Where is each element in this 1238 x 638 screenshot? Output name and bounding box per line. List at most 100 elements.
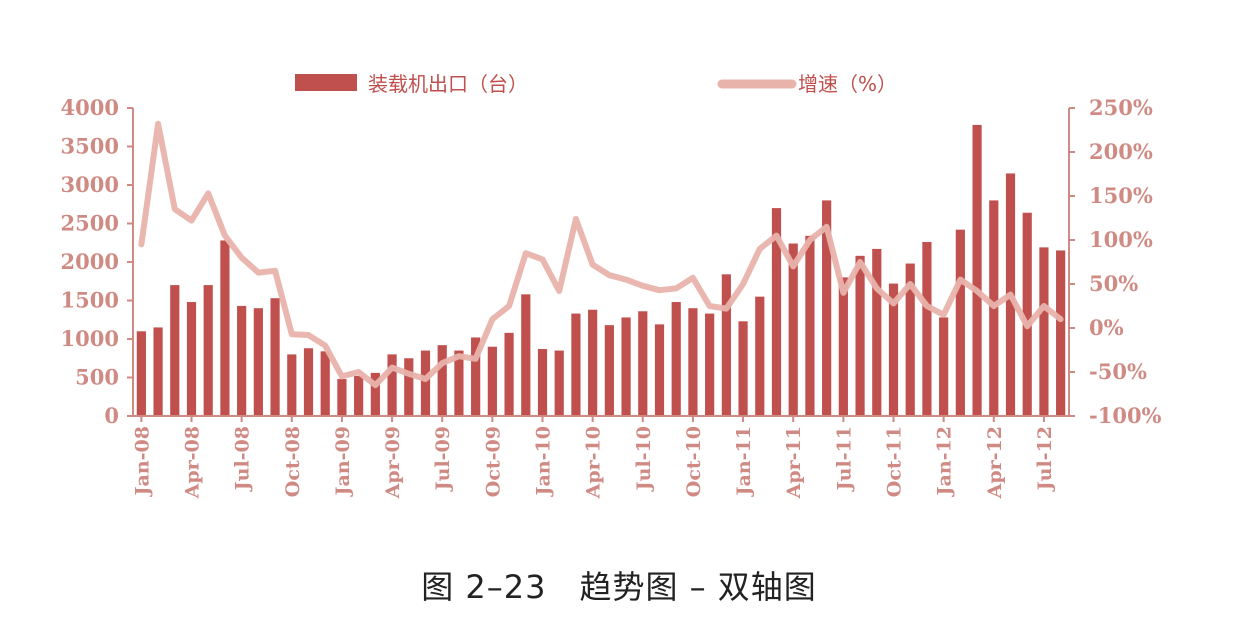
x-tick-label: Apr-12 xyxy=(984,426,1006,499)
bar-Dec-10 xyxy=(721,274,731,416)
bar-Jun-08 xyxy=(220,240,230,416)
bar-Jul-12 xyxy=(1039,247,1049,416)
left-tick-label: 3000 xyxy=(61,172,119,197)
legend-bar-label: 装载机出口（台） xyxy=(368,72,528,96)
right-tick-label: 50% xyxy=(1089,271,1138,296)
x-tick-label: Jan-08 xyxy=(131,426,153,497)
bar-Nov-09 xyxy=(504,332,514,416)
growth-line xyxy=(138,120,1064,389)
bar-Dec-08 xyxy=(320,351,330,416)
bar-Jul-09 xyxy=(437,345,447,416)
bar-Jul-10 xyxy=(638,311,648,416)
bar-Feb-12 xyxy=(955,229,965,416)
x-tick-label: Apr-11 xyxy=(783,426,805,499)
bar-Jan-10 xyxy=(537,349,548,416)
left-tick-label: 1500 xyxy=(61,288,119,313)
x-tick-label: Jan-10 xyxy=(533,426,555,497)
bar-Mar-11 xyxy=(771,208,782,416)
bar-Jun-12 xyxy=(1022,212,1032,416)
legend-line-label: 增速（%） xyxy=(798,72,897,96)
right-tick-label: 200% xyxy=(1089,139,1153,164)
bar-Aug-10 xyxy=(654,324,665,416)
x-tick-label: Jan-11 xyxy=(733,426,755,497)
x-tick-label: Jan-09 xyxy=(332,426,354,497)
bar-Oct-11 xyxy=(888,283,899,416)
x-tick-label: Jul-09 xyxy=(432,426,454,492)
bar-Oct-09 xyxy=(487,346,497,416)
bar-Oct-08 xyxy=(287,354,297,416)
bar-Mar-08 xyxy=(170,285,180,416)
left-tick-label: 2000 xyxy=(61,249,119,274)
right-tick-label: 0% xyxy=(1089,315,1124,340)
x-tick-label: Oct-09 xyxy=(482,426,504,497)
bar-Dec-09 xyxy=(521,294,531,416)
bar-Jul-11 xyxy=(838,277,848,416)
bar-Nov-11 xyxy=(905,263,915,416)
x-axis: Jan-08 Apr-08 Jul-08 Oct-08 Jan-09 Apr-09 Jul-… xyxy=(131,415,1069,499)
x-tick-label: Jul-11 xyxy=(833,426,855,492)
bar-Feb-08 xyxy=(153,327,163,416)
bar-Sep-10 xyxy=(671,302,681,416)
bar-Jan-09 xyxy=(337,379,347,416)
x-tick-label: Apr-10 xyxy=(583,426,605,499)
right-tick-label: 150% xyxy=(1089,183,1153,208)
x-tick-label: Oct-11 xyxy=(884,426,906,497)
left-tick-label: 0 xyxy=(104,403,119,428)
bar-Apr-10 xyxy=(588,309,598,416)
bar-May-09 xyxy=(404,358,414,416)
x-tick-label: Apr-09 xyxy=(382,426,404,499)
dual-axis-chart: 装载机出口（台） 增速（%） 0 500 1000 1500 2000 2500 3000 3… xyxy=(61,72,1162,499)
x-tick-label: Jul-08 xyxy=(232,426,254,492)
right-tick-label: 100% xyxy=(1089,227,1153,252)
left-tick-label: 3500 xyxy=(61,134,119,159)
bar-May-10 xyxy=(604,325,614,416)
x-tick-label: Jul-10 xyxy=(633,426,655,492)
bar-Sep-11 xyxy=(872,248,882,416)
legend: 装载机出口（台） 增速（%） xyxy=(295,72,897,96)
x-tick-label: Oct-10 xyxy=(683,426,705,497)
bar-Oct-10 xyxy=(688,308,698,416)
bar-Feb-10 xyxy=(554,350,564,416)
left-tick-label: 2500 xyxy=(61,211,119,236)
bar-series xyxy=(136,124,1066,416)
bar-Mar-12 xyxy=(972,124,982,416)
bar-Nov-08 xyxy=(303,348,314,416)
x-tick-label: Apr-08 xyxy=(182,426,204,499)
bar-Sep-09 xyxy=(471,337,481,416)
bar-Nov-10 xyxy=(705,313,715,416)
bar-Jul-08 xyxy=(237,305,247,416)
left-tick-label: 4000 xyxy=(61,95,119,120)
bar-Apr-09 xyxy=(387,354,397,416)
bar-Feb-09 xyxy=(354,375,364,416)
bar-May-11 xyxy=(805,235,815,416)
bar-Dec-11 xyxy=(922,241,932,416)
bar-Apr-11 xyxy=(788,243,798,416)
x-tick-label: Jan-12 xyxy=(934,426,956,497)
bar-Jan-11 xyxy=(738,321,748,416)
bar-Jun-10 xyxy=(621,317,631,416)
bar-Mar-09 xyxy=(370,372,380,416)
right-tick-label: -100% xyxy=(1089,403,1162,428)
right-tick-label: 250% xyxy=(1089,95,1153,120)
bar-Sep-08 xyxy=(270,298,280,416)
right-y-axis: -100% -50% 0% 50% 100% 150% 200% 250% xyxy=(1068,95,1162,428)
bar-Jun-09 xyxy=(420,350,431,416)
bar-Jan-08 xyxy=(136,331,146,416)
bar-Aug-11 xyxy=(855,255,865,416)
bar-Aug-08 xyxy=(253,308,263,416)
bar-Aug-12 xyxy=(1056,250,1066,416)
bar-May-08 xyxy=(203,285,213,416)
bar-Jun-11 xyxy=(822,200,832,416)
x-tick-label: Jul-12 xyxy=(1034,426,1056,492)
figure-caption: 图 2–23 趋势图 – 双轴图 xyxy=(421,568,817,606)
left-tick-label: 500 xyxy=(75,365,119,390)
bar-Jan-12 xyxy=(939,317,949,416)
left-y-axis: 0 500 1000 1500 2000 2500 3000 3500 4000 xyxy=(61,95,134,428)
left-tick-label: 1000 xyxy=(61,326,119,351)
legend-bar-swatch xyxy=(295,74,357,91)
x-tick-label: Oct-08 xyxy=(282,426,304,497)
bar-Apr-08 xyxy=(186,302,197,416)
bar-Feb-11 xyxy=(755,296,765,416)
bar-Mar-10 xyxy=(571,313,581,416)
bar-Aug-09 xyxy=(454,350,464,416)
